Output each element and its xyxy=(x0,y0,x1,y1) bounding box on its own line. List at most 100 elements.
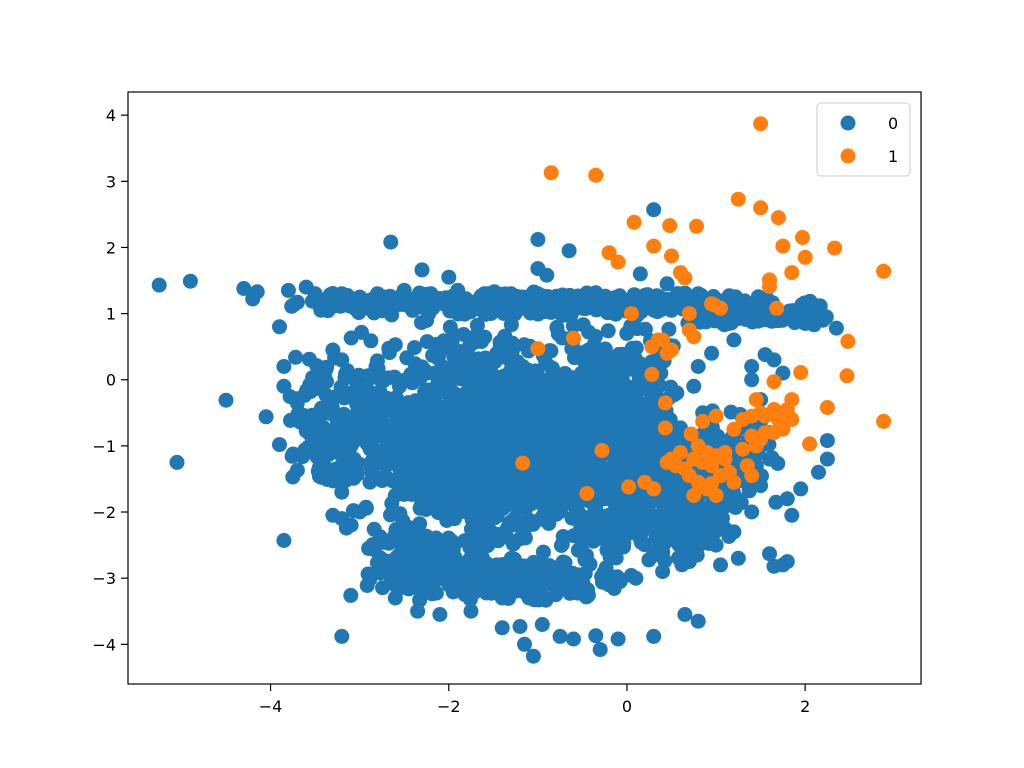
data-point-series-0 xyxy=(762,546,777,562)
data-point-series-0 xyxy=(357,433,373,449)
data-point-series-0 xyxy=(744,372,760,388)
data-point-series-1 xyxy=(686,451,702,467)
data-point-series-0 xyxy=(484,367,500,383)
data-point-series-0 xyxy=(376,373,392,389)
data-point-series-0 xyxy=(414,262,430,278)
data-point-series-0 xyxy=(363,333,379,349)
data-point-series-0 xyxy=(819,433,835,449)
data-point-series-0 xyxy=(489,526,505,542)
data-point-series-0 xyxy=(741,483,757,499)
data-point-series-0 xyxy=(793,481,809,497)
data-point-series-0 xyxy=(704,345,720,361)
data-point-series-0 xyxy=(343,438,359,454)
data-point-series-0 xyxy=(382,553,398,569)
y-tick-label: −2 xyxy=(92,503,116,522)
data-point-series-0 xyxy=(307,286,323,302)
data-point-series-0 xyxy=(730,550,746,566)
data-point-series-0 xyxy=(396,282,412,298)
y-tick-label: 2 xyxy=(106,238,116,257)
data-point-series-0 xyxy=(512,435,528,451)
data-point-series-0 xyxy=(426,464,441,480)
data-point-series-0 xyxy=(334,511,350,527)
data-point-series-0 xyxy=(366,521,382,537)
data-point-series-0 xyxy=(521,590,537,606)
data-point-series-0 xyxy=(819,451,835,467)
data-point-series-1 xyxy=(766,374,782,390)
data-point-series-0 xyxy=(288,349,304,365)
data-point-series-0 xyxy=(405,483,420,499)
data-point-series-1 xyxy=(695,413,711,429)
data-point-series-0 xyxy=(665,384,681,400)
data-point-series-0 xyxy=(565,453,581,469)
data-point-series-1 xyxy=(735,411,751,427)
data-point-series-0 xyxy=(637,299,653,315)
x-tick-label: −2 xyxy=(437,697,461,716)
data-point-series-0 xyxy=(151,277,167,293)
data-point-series-0 xyxy=(608,383,624,399)
data-point-series-0 xyxy=(588,628,604,644)
data-point-series-0 xyxy=(403,574,419,590)
data-point-series-0 xyxy=(517,636,532,652)
data-point-series-0 xyxy=(690,359,706,374)
data-point-series-1 xyxy=(515,455,531,471)
data-point-series-0 xyxy=(549,378,565,394)
data-point-series-0 xyxy=(334,352,350,368)
data-point-series-0 xyxy=(473,334,489,350)
legend: 0 1 xyxy=(816,102,911,177)
data-point-series-0 xyxy=(375,534,391,550)
data-point-series-0 xyxy=(543,343,559,359)
data-point-series-0 xyxy=(528,363,543,379)
data-point-series-0 xyxy=(401,444,416,460)
data-point-series-0 xyxy=(566,631,581,647)
data-point-series-0 xyxy=(631,370,647,386)
data-point-series-0 xyxy=(182,273,198,289)
data-point-series-1 xyxy=(735,441,751,457)
data-point-series-1 xyxy=(594,443,610,458)
data-point-series-0 xyxy=(450,282,466,298)
data-point-series-1 xyxy=(753,116,769,132)
data-point-series-0 xyxy=(452,403,468,419)
data-point-series-0 xyxy=(507,510,523,526)
data-point-series-0 xyxy=(588,400,604,415)
data-point-series-1 xyxy=(657,395,673,411)
data-point-series-0 xyxy=(632,356,648,372)
data-point-series-0 xyxy=(322,424,338,440)
data-point-series-0 xyxy=(690,613,706,629)
data-point-series-0 xyxy=(628,340,644,356)
data-point-series-0 xyxy=(532,456,548,472)
data-point-series-1 xyxy=(610,254,626,270)
data-point-series-1 xyxy=(689,218,704,234)
data-point-series-0 xyxy=(457,449,473,465)
data-point-series-0 xyxy=(785,303,800,319)
data-point-series-1 xyxy=(840,333,856,349)
data-point-series-0 xyxy=(485,400,501,416)
data-point-series-0 xyxy=(655,564,671,580)
data-point-series-1 xyxy=(876,413,892,429)
data-point-series-0 xyxy=(614,346,630,362)
data-point-series-0 xyxy=(639,430,655,446)
data-point-series-0 xyxy=(713,557,728,573)
data-point-series-0 xyxy=(375,470,391,486)
data-point-series-0 xyxy=(361,398,377,414)
data-point-series-0 xyxy=(489,557,505,573)
data-point-series-0 xyxy=(565,427,581,443)
data-point-series-0 xyxy=(632,266,648,282)
data-point-series-0 xyxy=(545,501,560,517)
data-point-series-0 xyxy=(592,642,608,658)
data-point-series-1 xyxy=(657,420,673,436)
data-point-series-0 xyxy=(779,491,795,507)
data-point-series-1 xyxy=(717,445,733,460)
data-point-series-0 xyxy=(596,519,612,535)
data-point-series-0 xyxy=(418,403,434,419)
data-point-series-0 xyxy=(286,297,302,313)
data-point-series-1 xyxy=(744,428,760,444)
data-point-series-0 xyxy=(361,540,377,556)
data-point-series-1 xyxy=(819,400,835,415)
data-point-series-0 xyxy=(410,603,426,619)
data-point-series-0 xyxy=(570,374,586,390)
data-point-series-0 xyxy=(617,453,633,469)
data-point-series-1 xyxy=(827,240,843,256)
data-point-series-0 xyxy=(319,359,335,375)
data-point-series-0 xyxy=(744,359,760,374)
